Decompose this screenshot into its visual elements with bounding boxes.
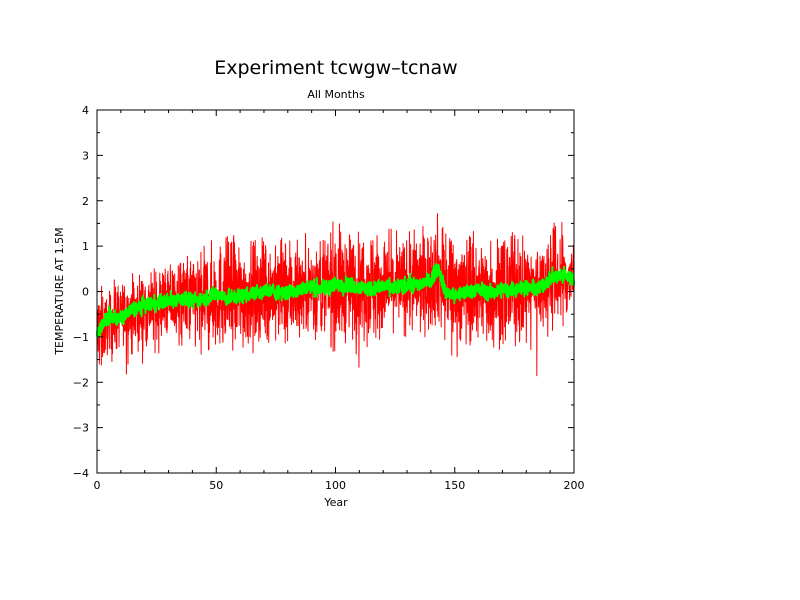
- x-tick-label: 200: [564, 479, 585, 492]
- x-axis-label: Year: [323, 496, 348, 509]
- y-tick-label: 4: [82, 104, 89, 117]
- chart-subtitle: All Months: [307, 88, 365, 101]
- x-tick-label: 100: [325, 479, 346, 492]
- y-axis-label: TEMPERATURE AT 1.5M: [53, 227, 66, 355]
- y-tick-label: −3: [73, 422, 89, 435]
- x-tick-label: 0: [94, 479, 101, 492]
- y-tick-label: 0: [82, 286, 89, 299]
- x-tick-label: 150: [444, 479, 465, 492]
- series-line-2: [96, 263, 575, 339]
- x-tick-label: 50: [209, 479, 223, 492]
- y-tick-label: −1: [73, 331, 89, 344]
- plot-area: [96, 213, 575, 377]
- y-tick-label: 2: [82, 195, 89, 208]
- chart-title: Experiment tcwgw–tcnaw: [214, 57, 457, 79]
- x-axis: 0 50 100 150 200: [94, 110, 585, 492]
- y-tick-label: −2: [73, 376, 89, 389]
- y-tick-label: 3: [82, 149, 89, 162]
- series-line-1: [96, 213, 575, 377]
- y-tick-label: 1: [82, 240, 89, 253]
- y-tick-label: −4: [73, 467, 89, 480]
- y-axis: −4 −3 −2 −1 0 1 2 3 4: [73, 104, 574, 480]
